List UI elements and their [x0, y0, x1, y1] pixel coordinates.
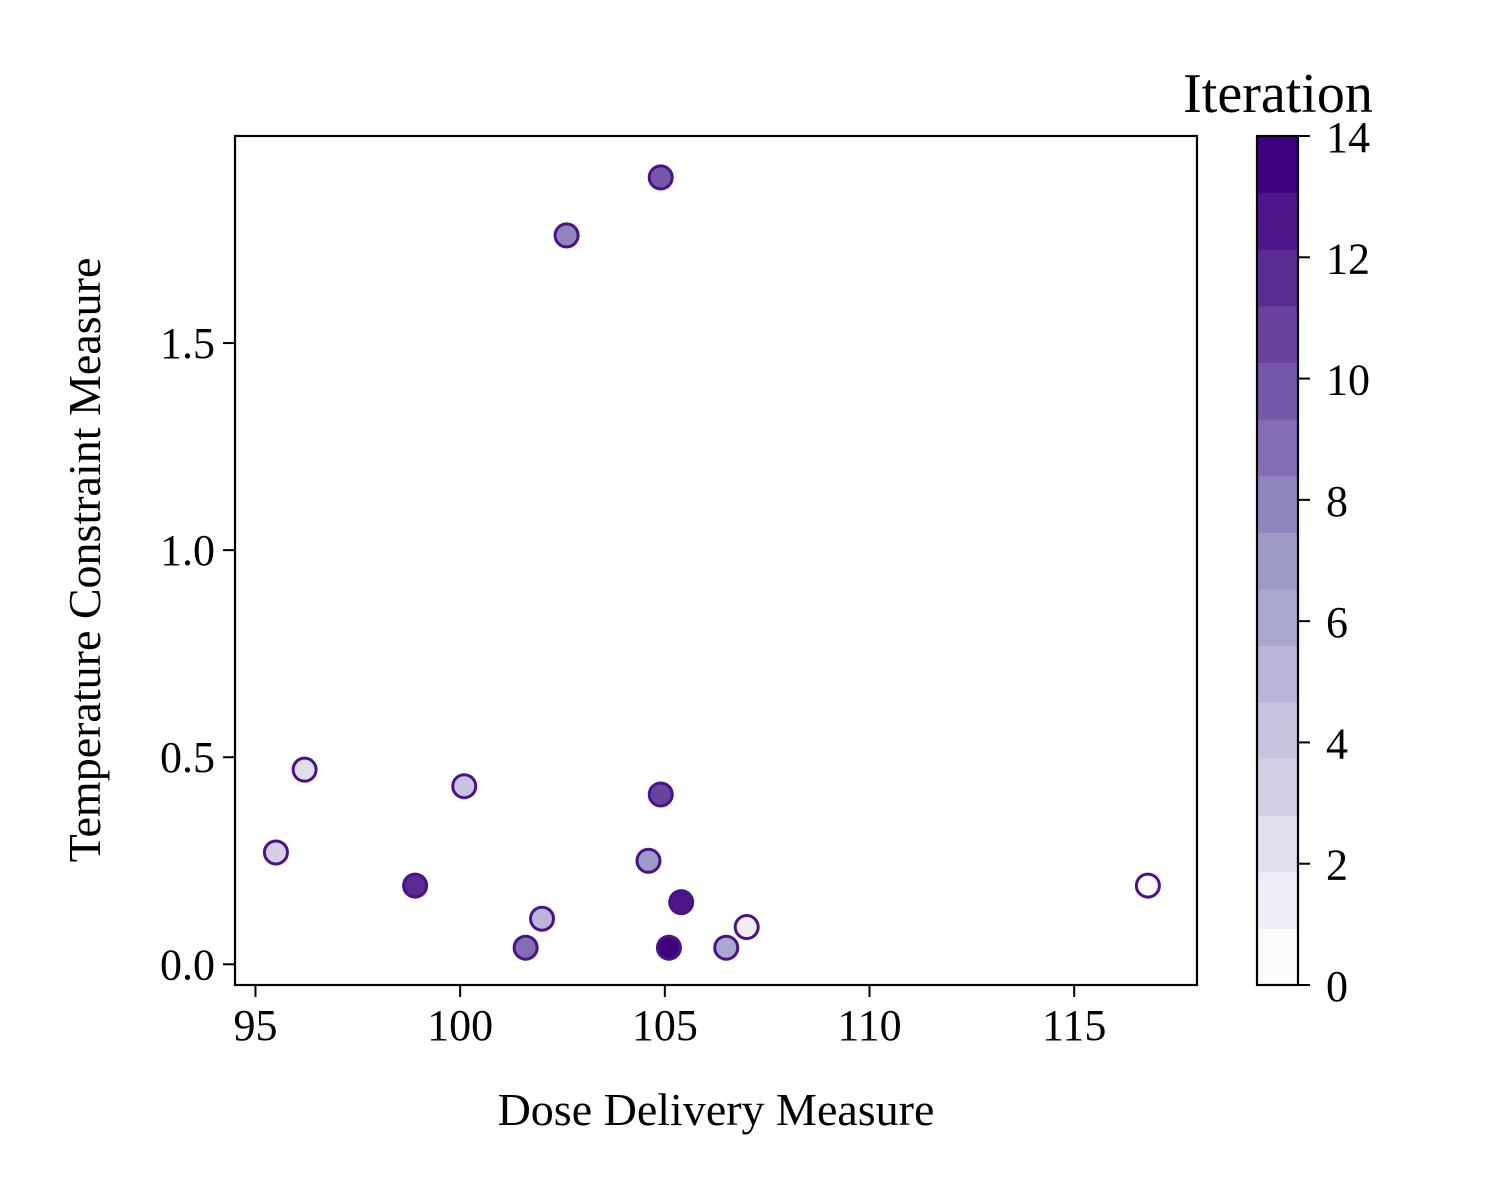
data-point — [713, 934, 740, 961]
colorbar-segment — [1257, 305, 1298, 363]
colorbar-segment — [1257, 702, 1298, 760]
x-tick-label: 100 — [427, 1001, 493, 1050]
colorbar-tick-label: 2 — [1326, 841, 1348, 890]
y-axis-label: Temperature Constraint Measure — [59, 258, 110, 863]
colorbar-segment — [1257, 588, 1298, 646]
colorbar-tick-label: 8 — [1326, 477, 1348, 526]
data-point — [635, 847, 662, 874]
data-point — [655, 934, 682, 961]
x-tick-label: 110 — [837, 1001, 901, 1050]
colorbar-tick-label: 6 — [1326, 598, 1348, 647]
colorbar-segment — [1257, 532, 1298, 590]
x-axis-label: Dose Delivery Measure — [498, 1084, 935, 1135]
colorbar-tick-label: 10 — [1326, 356, 1370, 405]
data-points — [262, 164, 1161, 961]
data-point — [451, 773, 478, 800]
y-tick-label: 0.0 — [160, 940, 215, 989]
data-point — [647, 781, 674, 808]
colorbar-segment — [1257, 192, 1298, 250]
y-tick-label: 1.5 — [160, 319, 215, 368]
colorbar-tick-label: 14 — [1326, 113, 1370, 162]
data-point — [529, 905, 556, 932]
colorbar-segment — [1257, 419, 1298, 477]
x-axis: 95 100 105 110 115 — [233, 985, 1106, 1050]
colorbar-segment — [1257, 249, 1298, 307]
data-point — [1134, 872, 1161, 899]
data-point — [668, 889, 695, 916]
data-point — [291, 756, 318, 783]
colorbar-segment — [1257, 815, 1298, 873]
y-tick-label: 0.5 — [160, 733, 215, 782]
data-point — [512, 934, 539, 961]
colorbar-segment — [1257, 475, 1298, 533]
plot-area — [233, 134, 1199, 987]
data-point — [553, 222, 580, 249]
colorbar-frame — [1255, 134, 1300, 987]
colorbar-title: Iteration — [1183, 63, 1373, 125]
plot-frame — [233, 134, 1199, 987]
x-tick-label: 95 — [233, 1001, 277, 1050]
colorbar: 0 2 4 6 8 10 12 14 — [1255, 113, 1370, 1011]
colorbar-segment — [1257, 362, 1298, 420]
y-axis: 0.0 0.5 1.0 1.5 — [160, 319, 235, 989]
x-tick-label: 105 — [632, 1001, 698, 1050]
colorbar-tick-label: 0 — [1326, 962, 1348, 1011]
colorbar-segment — [1257, 871, 1298, 929]
colorbar-segment — [1257, 758, 1298, 816]
y-tick-label: 1.0 — [160, 526, 215, 575]
data-point — [402, 872, 429, 899]
data-point — [733, 914, 760, 941]
data-point — [262, 839, 289, 866]
colorbar-segment — [1257, 136, 1298, 194]
data-point — [647, 164, 674, 191]
colorbar-tick-label: 12 — [1326, 234, 1370, 283]
colorbar-segment — [1257, 645, 1298, 703]
colorbar-tick-label: 4 — [1326, 719, 1348, 768]
colorbar-segment — [1257, 928, 1298, 986]
x-tick-label: 115 — [1042, 1001, 1106, 1050]
